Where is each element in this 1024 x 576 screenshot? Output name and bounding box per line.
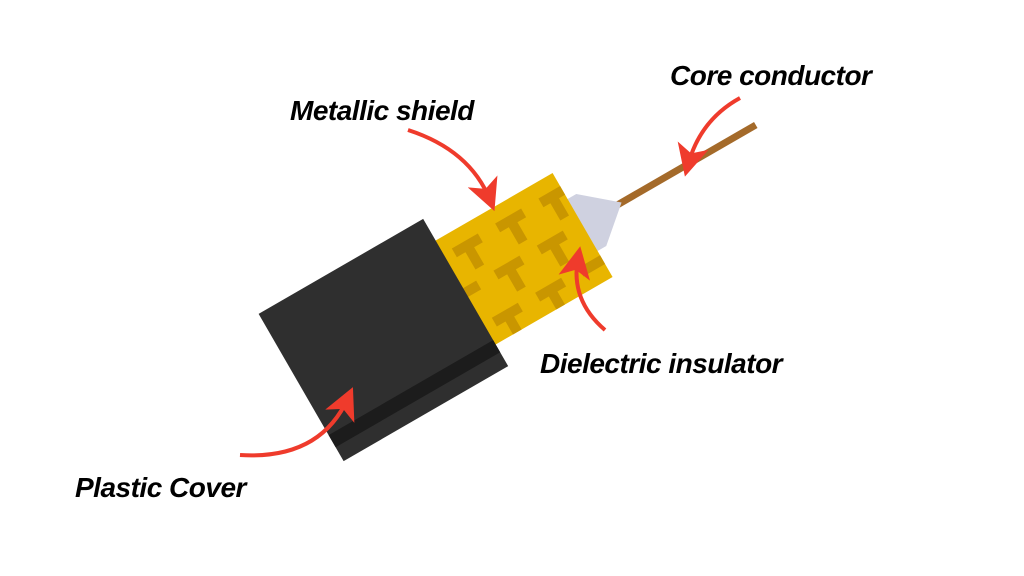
label-plastic-cover: Plastic Cover bbox=[75, 472, 246, 504]
label-core-conductor: Core conductor bbox=[670, 60, 871, 92]
label-dielectric-insulator: Dielectric insulator bbox=[540, 348, 782, 380]
label-metallic-shield: Metallic shield bbox=[290, 95, 474, 127]
arrow-metallic-shield bbox=[408, 130, 490, 200]
arrow-core-conductor bbox=[688, 98, 740, 165]
core-conductor bbox=[598, 122, 757, 218]
